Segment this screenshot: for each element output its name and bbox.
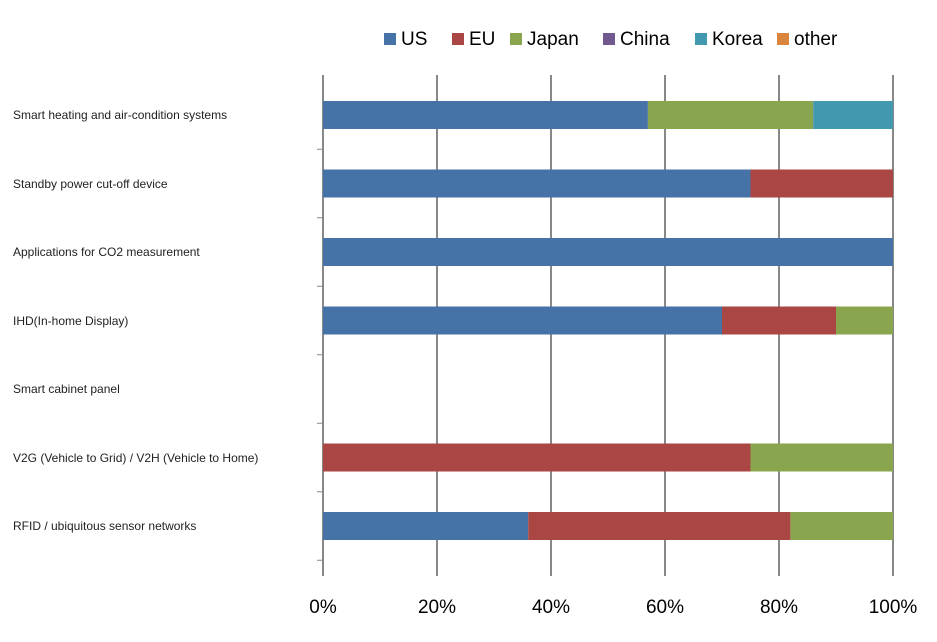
bar-segment (836, 306, 893, 335)
category-label: V2G (Vehicle to Grid) / V2H (Vehicle to … (13, 450, 259, 465)
bar-segment (813, 101, 893, 129)
legend-label: Japan (527, 29, 579, 50)
legend-swatch (603, 33, 615, 45)
x-tick-label: 80% (760, 597, 798, 618)
legend-swatch (777, 33, 789, 45)
bar-segment (750, 169, 893, 198)
legend-label: China (620, 29, 670, 50)
legend-swatch (452, 33, 464, 45)
x-tick-label: 60% (646, 597, 684, 618)
legend-label: US (401, 29, 427, 50)
category-label: Smart cabinet panel (13, 382, 120, 396)
legend-label: other (794, 29, 838, 50)
x-tick-label: 20% (418, 597, 456, 618)
category-label: RFID / ubiquitous sensor networks (13, 519, 197, 533)
bar-segment (323, 238, 893, 266)
legend-swatch (695, 33, 707, 45)
x-tick-label: 100% (869, 597, 918, 618)
legend-swatch (510, 33, 522, 45)
category-label: Smart heating and air-condition systems (13, 108, 228, 122)
bar-segment (722, 306, 836, 335)
legend-label: EU (469, 29, 495, 50)
category-label: Applications for CO2 measurement (13, 245, 200, 259)
bar-segment (323, 443, 751, 472)
x-tick-label: 40% (532, 597, 570, 618)
category-label: IHD(In-home Display) (13, 313, 129, 328)
bar-segment (750, 443, 893, 472)
bar-segment (647, 101, 814, 129)
x-tick-label: 0% (309, 597, 337, 618)
bar-segment (323, 306, 722, 335)
legend-swatch (384, 33, 396, 45)
bar-segment (323, 169, 751, 198)
bar-segment (790, 512, 893, 540)
category-label: Standby power cut-off device (13, 176, 168, 191)
bar-segment (528, 512, 791, 540)
bar-segment (323, 101, 648, 129)
legend-label: Korea (712, 29, 763, 50)
bar-segment (323, 512, 529, 540)
